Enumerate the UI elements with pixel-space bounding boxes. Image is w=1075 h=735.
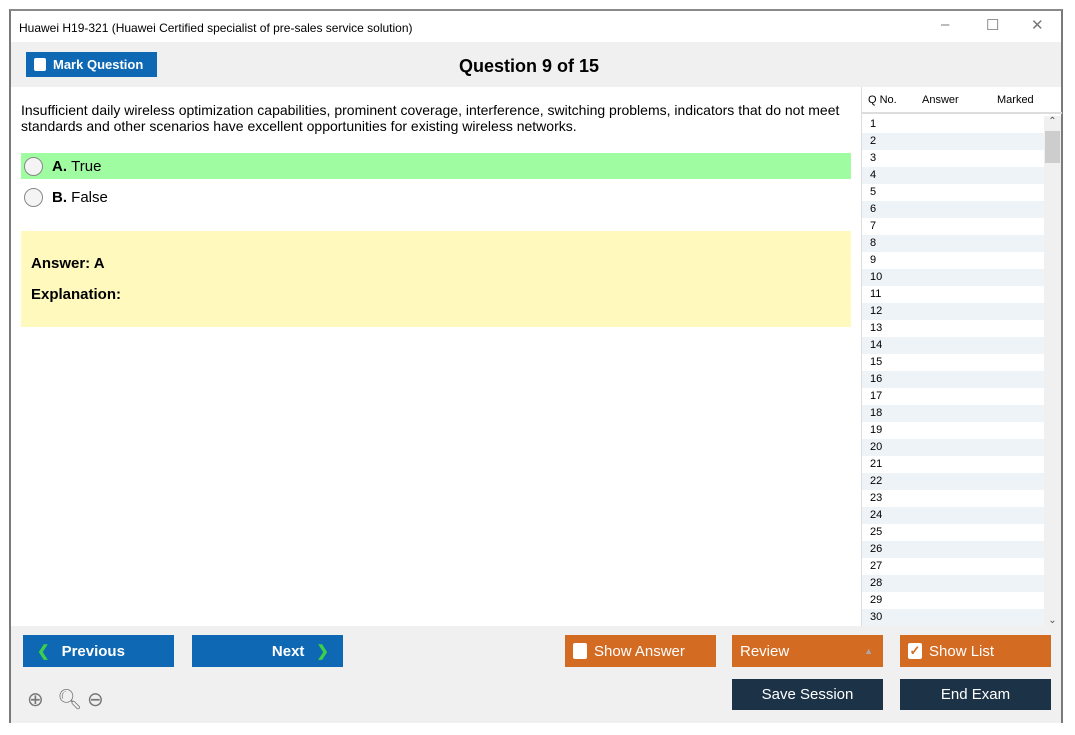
title-bar: Huawei H19-321 (Huawei Certified special…	[11, 11, 1061, 42]
header-answer: Answer	[922, 94, 959, 106]
toolbar: Mark Question Question 9 of 15	[11, 42, 1061, 87]
zoom-in-icon[interactable]: ⊕	[27, 689, 44, 711]
list-item[interactable]: 5	[870, 186, 877, 198]
mark-question-label: Mark Question	[53, 57, 144, 72]
list-item[interactable]: 8	[862, 235, 1044, 252]
window-title: Huawei H19-321 (Huawei Certified special…	[19, 21, 413, 35]
scroll-up-icon[interactable]: ⌃	[1048, 116, 1057, 127]
list-item[interactable]: 3	[870, 152, 877, 164]
scroll-down-icon[interactable]: ⌄	[1048, 615, 1057, 626]
mark-question-button[interactable]: Mark Question	[26, 52, 157, 77]
list-item[interactable]: 23	[870, 492, 883, 504]
list-item[interactable]: 29	[870, 594, 883, 606]
list-item[interactable]: 14	[862, 337, 1044, 354]
checkbox-icon	[34, 58, 46, 71]
list-item[interactable]: 19	[870, 424, 883, 436]
list-item[interactable]: 7	[870, 220, 877, 232]
option-text: True	[71, 157, 102, 175]
checkbox-icon	[573, 643, 587, 659]
show-answer-button[interactable]: Show Answer	[565, 635, 716, 667]
option-a[interactable]: A. True	[21, 153, 851, 179]
header-marked: Marked	[997, 94, 1034, 106]
list-item[interactable]: 18	[862, 405, 1044, 422]
previous-label: Previous	[61, 642, 125, 660]
question-list: Q No. Answer Marked 1 2 3 4 5 6 7 8 9 10 11 12 13 14 1…	[861, 87, 1062, 626]
show-list-button[interactable]: ✓ Show List	[900, 635, 1051, 667]
list-item[interactable]: 27	[870, 560, 883, 572]
show-answer-label: Show Answer	[594, 642, 685, 660]
list-item[interactable]: 4	[862, 167, 1044, 184]
list-item[interactable]: 10	[862, 269, 1044, 286]
list-header: Q No. Answer Marked	[862, 87, 1062, 114]
option-text: False	[71, 188, 108, 206]
bottom-bar: ❮ Previous Next ❯ Show Answer Review ▲ ✓ Sh…	[11, 626, 1061, 723]
option-letter: B.	[52, 188, 67, 206]
list-item[interactable]: 24	[862, 507, 1044, 524]
app-window: Huawei H19-321 (Huawei Certified special…	[9, 9, 1063, 723]
list-item[interactable]: 12	[862, 303, 1044, 320]
list-rows: 1 2 3 4 5 6 7 8 9 10 11 12 13 14 15 16 17 18 19 20 21 22 23 24 2…	[862, 116, 1044, 626]
list-item[interactable]: 21	[870, 458, 883, 470]
explanation-label: Explanation:	[31, 286, 122, 303]
maximize-button[interactable]: ☐	[986, 17, 1000, 34]
list-item[interactable]: 13	[870, 322, 883, 334]
checkbox-checked-icon: ✓	[908, 643, 922, 659]
list-item[interactable]: 1	[870, 118, 877, 130]
chevron-right-icon: ❯	[316, 643, 329, 660]
header-qno: Q No.	[868, 94, 897, 106]
close-button[interactable]: ✕	[1031, 17, 1044, 34]
list-item[interactable]: 2	[862, 133, 1044, 150]
zoom-reset-icon[interactable]: 🔍︎	[57, 689, 83, 711]
list-item[interactable]: 17	[870, 390, 883, 402]
radio-button[interactable]	[24, 156, 43, 176]
question-panel: Insufficient daily wireless optimization…	[11, 87, 861, 626]
chevron-left-icon: ❮	[37, 643, 50, 660]
review-label: Review	[740, 642, 790, 660]
option-letter: A.	[52, 157, 67, 175]
next-label: Next	[271, 642, 305, 660]
list-item[interactable]: 9	[870, 254, 877, 266]
previous-button[interactable]: ❮ Previous	[23, 635, 174, 667]
caret-up-icon: ▲	[864, 646, 873, 656]
next-button[interactable]: Next ❯	[192, 635, 343, 667]
answer-box: Answer: A Explanation:	[21, 231, 851, 327]
list-item[interactable]: 15	[870, 356, 883, 368]
question-text: Insufficient daily wireless optimization…	[21, 102, 840, 134]
scrollbar-thumb[interactable]	[1045, 131, 1060, 163]
minimize-button[interactable]: –	[941, 16, 950, 33]
end-exam-button[interactable]: End Exam	[900, 679, 1051, 710]
save-session-button[interactable]: Save Session	[732, 679, 883, 710]
answer-text: Answer: A	[31, 255, 105, 272]
option-b[interactable]: B. False	[21, 184, 851, 210]
review-dropdown[interactable]: Review ▲	[732, 635, 883, 667]
list-item[interactable]: 28	[862, 575, 1044, 592]
list-item[interactable]: 6	[862, 201, 1044, 218]
list-item[interactable]: 26	[862, 541, 1044, 558]
list-item[interactable]: 22	[862, 473, 1044, 490]
radio-button[interactable]	[24, 187, 43, 207]
question-title: Question 9 of 15	[458, 56, 600, 76]
list-item[interactable]: 11	[870, 288, 882, 300]
list-item[interactable]: 30	[862, 609, 1044, 626]
scrollbar[interactable]: ⌃ ⌄	[1044, 116, 1061, 626]
list-item[interactable]: 16	[862, 371, 1044, 388]
list-item[interactable]: 25	[870, 526, 883, 538]
zoom-out-icon[interactable]: ⊖	[87, 689, 104, 711]
show-list-label: Show List	[929, 642, 995, 660]
list-item[interactable]: 20	[862, 439, 1044, 456]
